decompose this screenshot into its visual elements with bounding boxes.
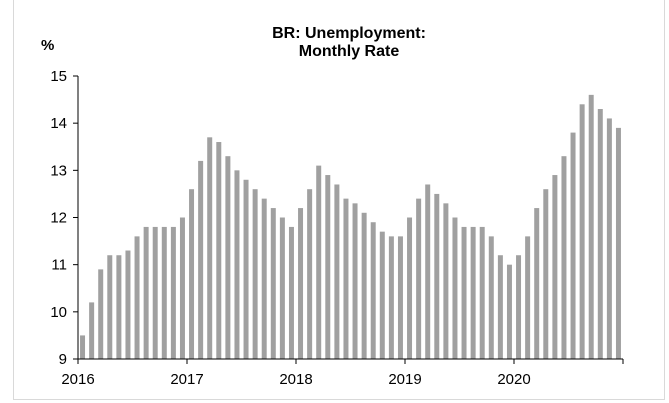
bar-2018-05 xyxy=(334,184,340,359)
chart-title-line-2: Monthly Rate xyxy=(299,43,400,60)
bar-2016-05 xyxy=(116,255,122,359)
bar-2018-12 xyxy=(397,236,403,359)
bar-2019-02 xyxy=(416,198,422,359)
bar-2019-05 xyxy=(443,203,449,359)
bar-2019-09 xyxy=(479,226,485,359)
bar-2019-04 xyxy=(434,193,440,359)
chart-title-line-1: BR: Unemployment: xyxy=(272,25,426,42)
bar-2016-12 xyxy=(179,217,185,359)
bar-2019-11 xyxy=(497,255,503,359)
bar-2016-03 xyxy=(98,269,104,359)
bar-2019-10 xyxy=(488,236,494,359)
bar-2017-01 xyxy=(189,189,195,359)
bar-2016-10 xyxy=(161,226,167,359)
bar-2019-08 xyxy=(470,226,476,359)
bar-2017-04 xyxy=(216,142,222,359)
bars-group xyxy=(80,94,621,360)
bar-2018-04 xyxy=(325,175,331,359)
bar-2017-11 xyxy=(279,217,285,359)
x-tick-label-2017: 2017 xyxy=(170,371,203,388)
bar-2016-07 xyxy=(134,236,140,359)
bar-2018-02 xyxy=(307,189,313,359)
bar-2016-09 xyxy=(152,226,158,359)
bar-2016-04 xyxy=(107,255,113,359)
x-tick-label-2018: 2018 xyxy=(279,371,312,388)
bar-2020-06 xyxy=(561,156,567,359)
bar-2018-07 xyxy=(352,203,358,359)
bar-2019-07 xyxy=(461,226,467,359)
bar-2019-01 xyxy=(407,217,413,359)
bar-2017-10 xyxy=(270,208,276,359)
y-tick-label-15: 15 xyxy=(50,68,67,85)
bar-2019-06 xyxy=(452,217,458,359)
bar-2017-05 xyxy=(225,156,231,359)
bar-2020-08 xyxy=(579,104,585,359)
x-tick-label-2016: 2016 xyxy=(61,371,94,388)
bar-2020-05 xyxy=(552,175,558,359)
bar-2017-12 xyxy=(288,226,294,359)
bar-2019-12 xyxy=(506,264,512,359)
bar-2017-07 xyxy=(243,179,249,359)
bar-2016-11 xyxy=(170,226,176,359)
chart-frame xyxy=(13,0,665,400)
bar-2020-04 xyxy=(543,189,549,359)
y-tick-label-9: 9 xyxy=(59,351,67,368)
bar-2017-09 xyxy=(261,198,267,359)
bar-2018-10 xyxy=(379,231,385,359)
bar-2018-03 xyxy=(316,165,322,359)
bar-2017-06 xyxy=(234,170,240,359)
bar-2020-03 xyxy=(534,208,540,359)
bar-2019-03 xyxy=(425,184,431,359)
bar-2016-08 xyxy=(143,226,149,359)
bar-2020-01 xyxy=(516,255,522,359)
bar-2020-12 xyxy=(615,127,621,359)
bar-2018-11 xyxy=(388,236,394,359)
bar-2018-06 xyxy=(343,198,349,359)
bar-2017-03 xyxy=(207,137,213,359)
bar-2020-07 xyxy=(570,132,576,359)
y-tick-label-13: 13 xyxy=(50,162,67,179)
bar-2016-01 xyxy=(80,335,86,359)
bar-2018-09 xyxy=(370,222,376,359)
bar-2018-08 xyxy=(361,212,367,359)
bar-2020-11 xyxy=(606,118,612,359)
x-tick-label-2020: 2020 xyxy=(497,371,530,388)
bar-2018-01 xyxy=(298,208,304,359)
bar-2020-09 xyxy=(588,94,594,360)
y-tick-label-11: 11 xyxy=(51,257,67,274)
bar-2016-06 xyxy=(125,250,131,359)
bar-2017-02 xyxy=(198,160,204,359)
bar-2020-10 xyxy=(597,109,603,360)
bar-2017-08 xyxy=(252,189,258,359)
bar-2020-02 xyxy=(525,236,531,359)
y-tick-label-12: 12 xyxy=(50,210,67,227)
y-axis-unit-label: % xyxy=(41,37,54,54)
bar-2016-02 xyxy=(89,302,95,359)
y-tick-label-10: 10 xyxy=(50,304,67,321)
x-tick-label-2019: 2019 xyxy=(388,371,421,388)
y-tick-label-14: 14 xyxy=(50,115,67,132)
axes-group: 9 10 11 12 13 14 15 2016 2017 2018 2019 2020 xyxy=(50,68,624,388)
